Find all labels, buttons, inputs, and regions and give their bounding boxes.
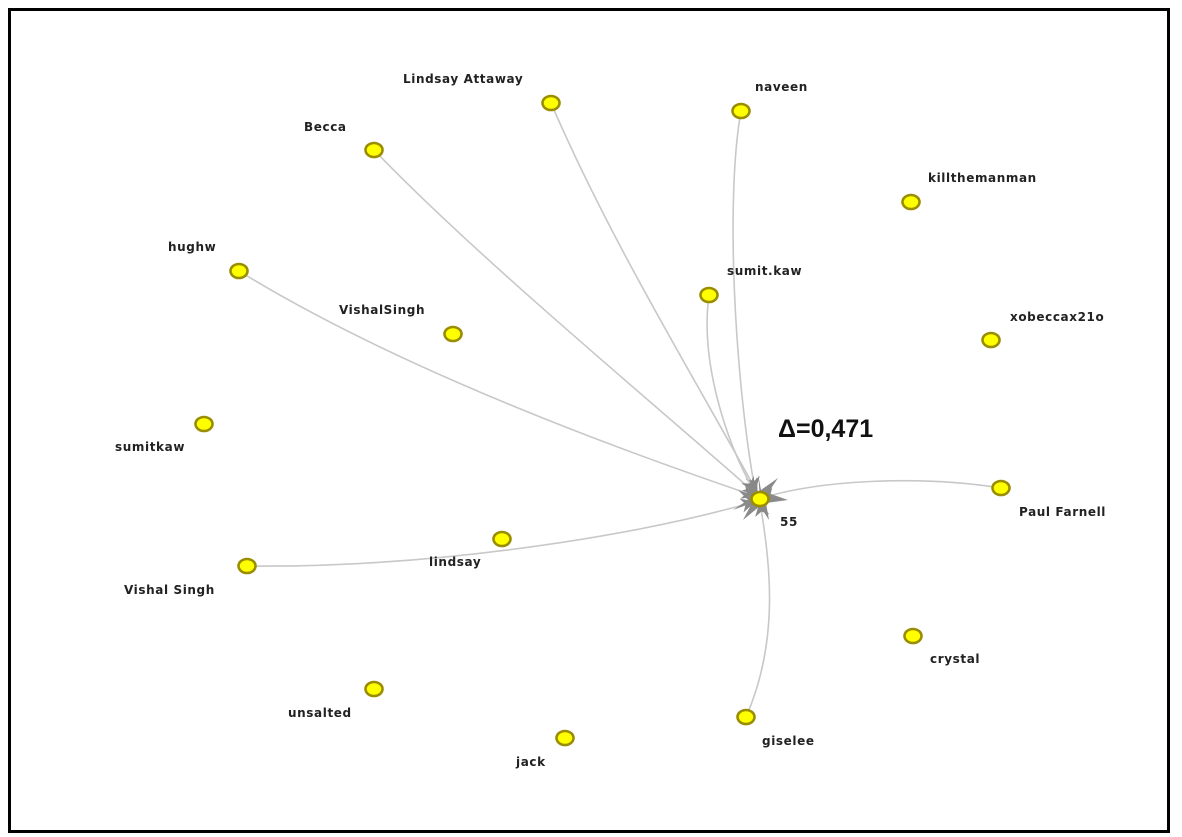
node-killthemanman[interactable] bbox=[901, 193, 921, 211]
node-unsalted[interactable] bbox=[364, 680, 384, 698]
edge-hughw-to-hub bbox=[238, 270, 757, 499]
label-vishal-singh: Vishal Singh bbox=[124, 583, 215, 597]
label-lindsay-attaway: Lindsay Attaway bbox=[403, 72, 523, 86]
node-giselee[interactable] bbox=[736, 708, 756, 726]
edge-giselee-to-hub bbox=[745, 501, 771, 718]
label-xobeccax21o: xobeccax21o bbox=[1010, 310, 1104, 324]
node-jack[interactable] bbox=[555, 729, 575, 747]
node-hub[interactable] bbox=[750, 490, 770, 508]
node-lindsay-attaway[interactable] bbox=[541, 94, 561, 112]
label-becca: Becca bbox=[304, 120, 347, 134]
nodes-layer bbox=[194, 94, 1011, 747]
label-lindsay: lindsay bbox=[429, 555, 481, 569]
edge-sumit-kaw-to-hub bbox=[706, 294, 755, 493]
edge-becca-to-hub bbox=[373, 149, 758, 495]
label-sumit-kaw: sumit.kaw bbox=[727, 264, 802, 278]
node-sumit-kaw[interactable] bbox=[699, 286, 719, 304]
node-paul-farnell[interactable] bbox=[991, 479, 1011, 497]
label-killthemanman: killthemanman bbox=[928, 171, 1037, 185]
edges-layer bbox=[238, 102, 1002, 718]
label-vishalsingh: VishalSingh bbox=[339, 303, 425, 317]
node-vishal-singh[interactable] bbox=[237, 557, 257, 575]
node-sumitkaw[interactable] bbox=[194, 415, 214, 433]
node-becca[interactable] bbox=[364, 141, 384, 159]
node-hughw[interactable] bbox=[229, 262, 249, 280]
node-crystal[interactable] bbox=[903, 627, 923, 645]
delta-annotation: Δ=0,471 bbox=[778, 415, 873, 443]
label-hughw: hughw bbox=[168, 240, 216, 254]
labels-layer: Lindsay Attaway naveen Becca killthemanm… bbox=[115, 72, 1106, 769]
label-naveen: naveen bbox=[755, 80, 808, 94]
label-unsalted: unsalted bbox=[288, 706, 352, 720]
node-lindsay[interactable] bbox=[492, 530, 512, 548]
label-paul-farnell: Paul Farnell bbox=[1019, 505, 1106, 519]
edge-lindsay-attaway-to-hub bbox=[550, 102, 758, 494]
node-naveen[interactable] bbox=[731, 102, 751, 120]
label-sumitkaw: sumitkaw bbox=[115, 440, 185, 454]
label-jack: jack bbox=[515, 755, 546, 769]
node-xobeccax21o[interactable] bbox=[981, 331, 1001, 349]
label-hub: 55 bbox=[780, 515, 798, 529]
edge-paul-farnell-to-hub bbox=[760, 479, 1002, 502]
edge-vishal-singh-to-hub bbox=[246, 498, 756, 567]
label-crystal: crystal bbox=[930, 652, 980, 666]
edge-naveen-to-hub bbox=[732, 110, 760, 492]
node-vishalsingh[interactable] bbox=[443, 325, 463, 343]
label-giselee: giselee bbox=[762, 734, 815, 748]
